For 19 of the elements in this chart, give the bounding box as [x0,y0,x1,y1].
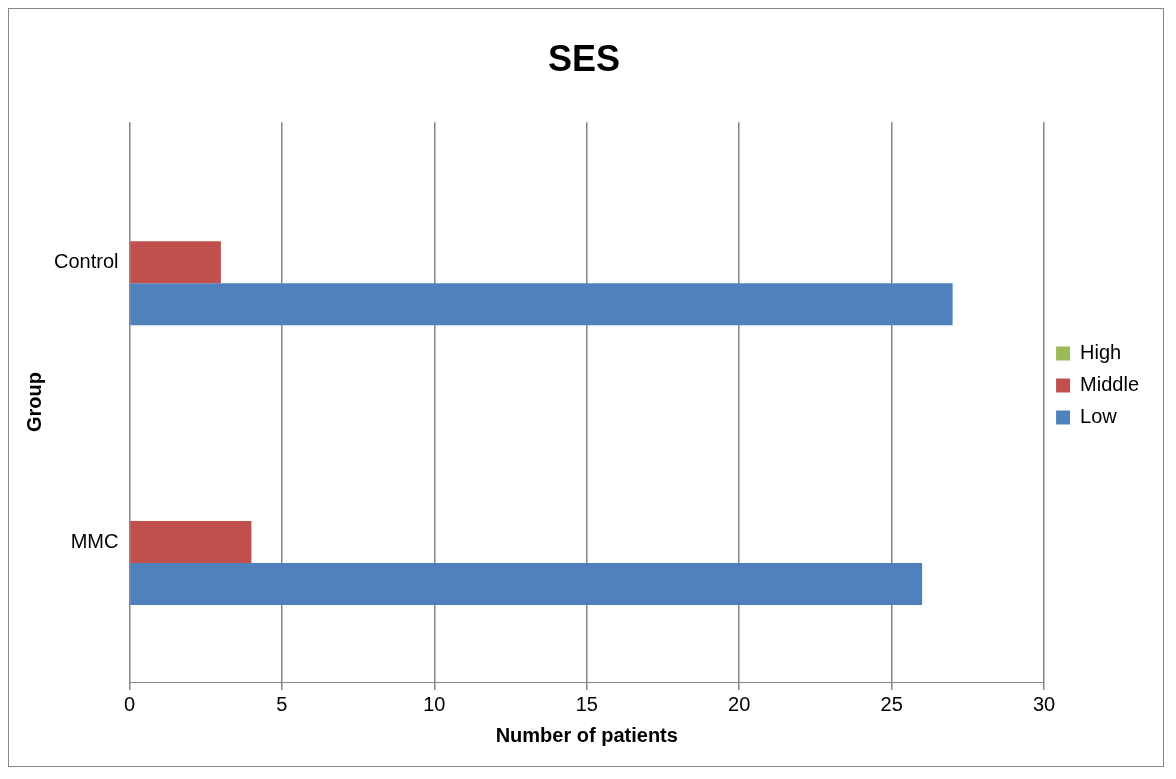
x-tick-label: 30 [1032,692,1056,715]
bar [130,521,252,564]
x-tick-label: 15 [575,692,598,715]
x-tick-label: 10 [423,692,446,715]
legend-label: Low [1080,405,1118,428]
x-tick-label: 5 [276,692,288,715]
legend-label: Middle [1080,373,1140,396]
y-tick-label: Control [53,249,119,272]
x-tick-label: 0 [123,692,136,715]
y-tick-label: MMC [70,529,119,552]
bar [130,563,923,606]
y-axis-title: Group [22,372,45,433]
bar [130,241,221,284]
chart-title: SES [547,37,621,79]
legend-label: High [1080,341,1122,364]
x-tick-label: 20 [728,692,751,715]
x-axis-title: Number of patients [495,723,678,746]
x-tick-label: 25 [880,692,903,715]
bar [130,283,953,326]
